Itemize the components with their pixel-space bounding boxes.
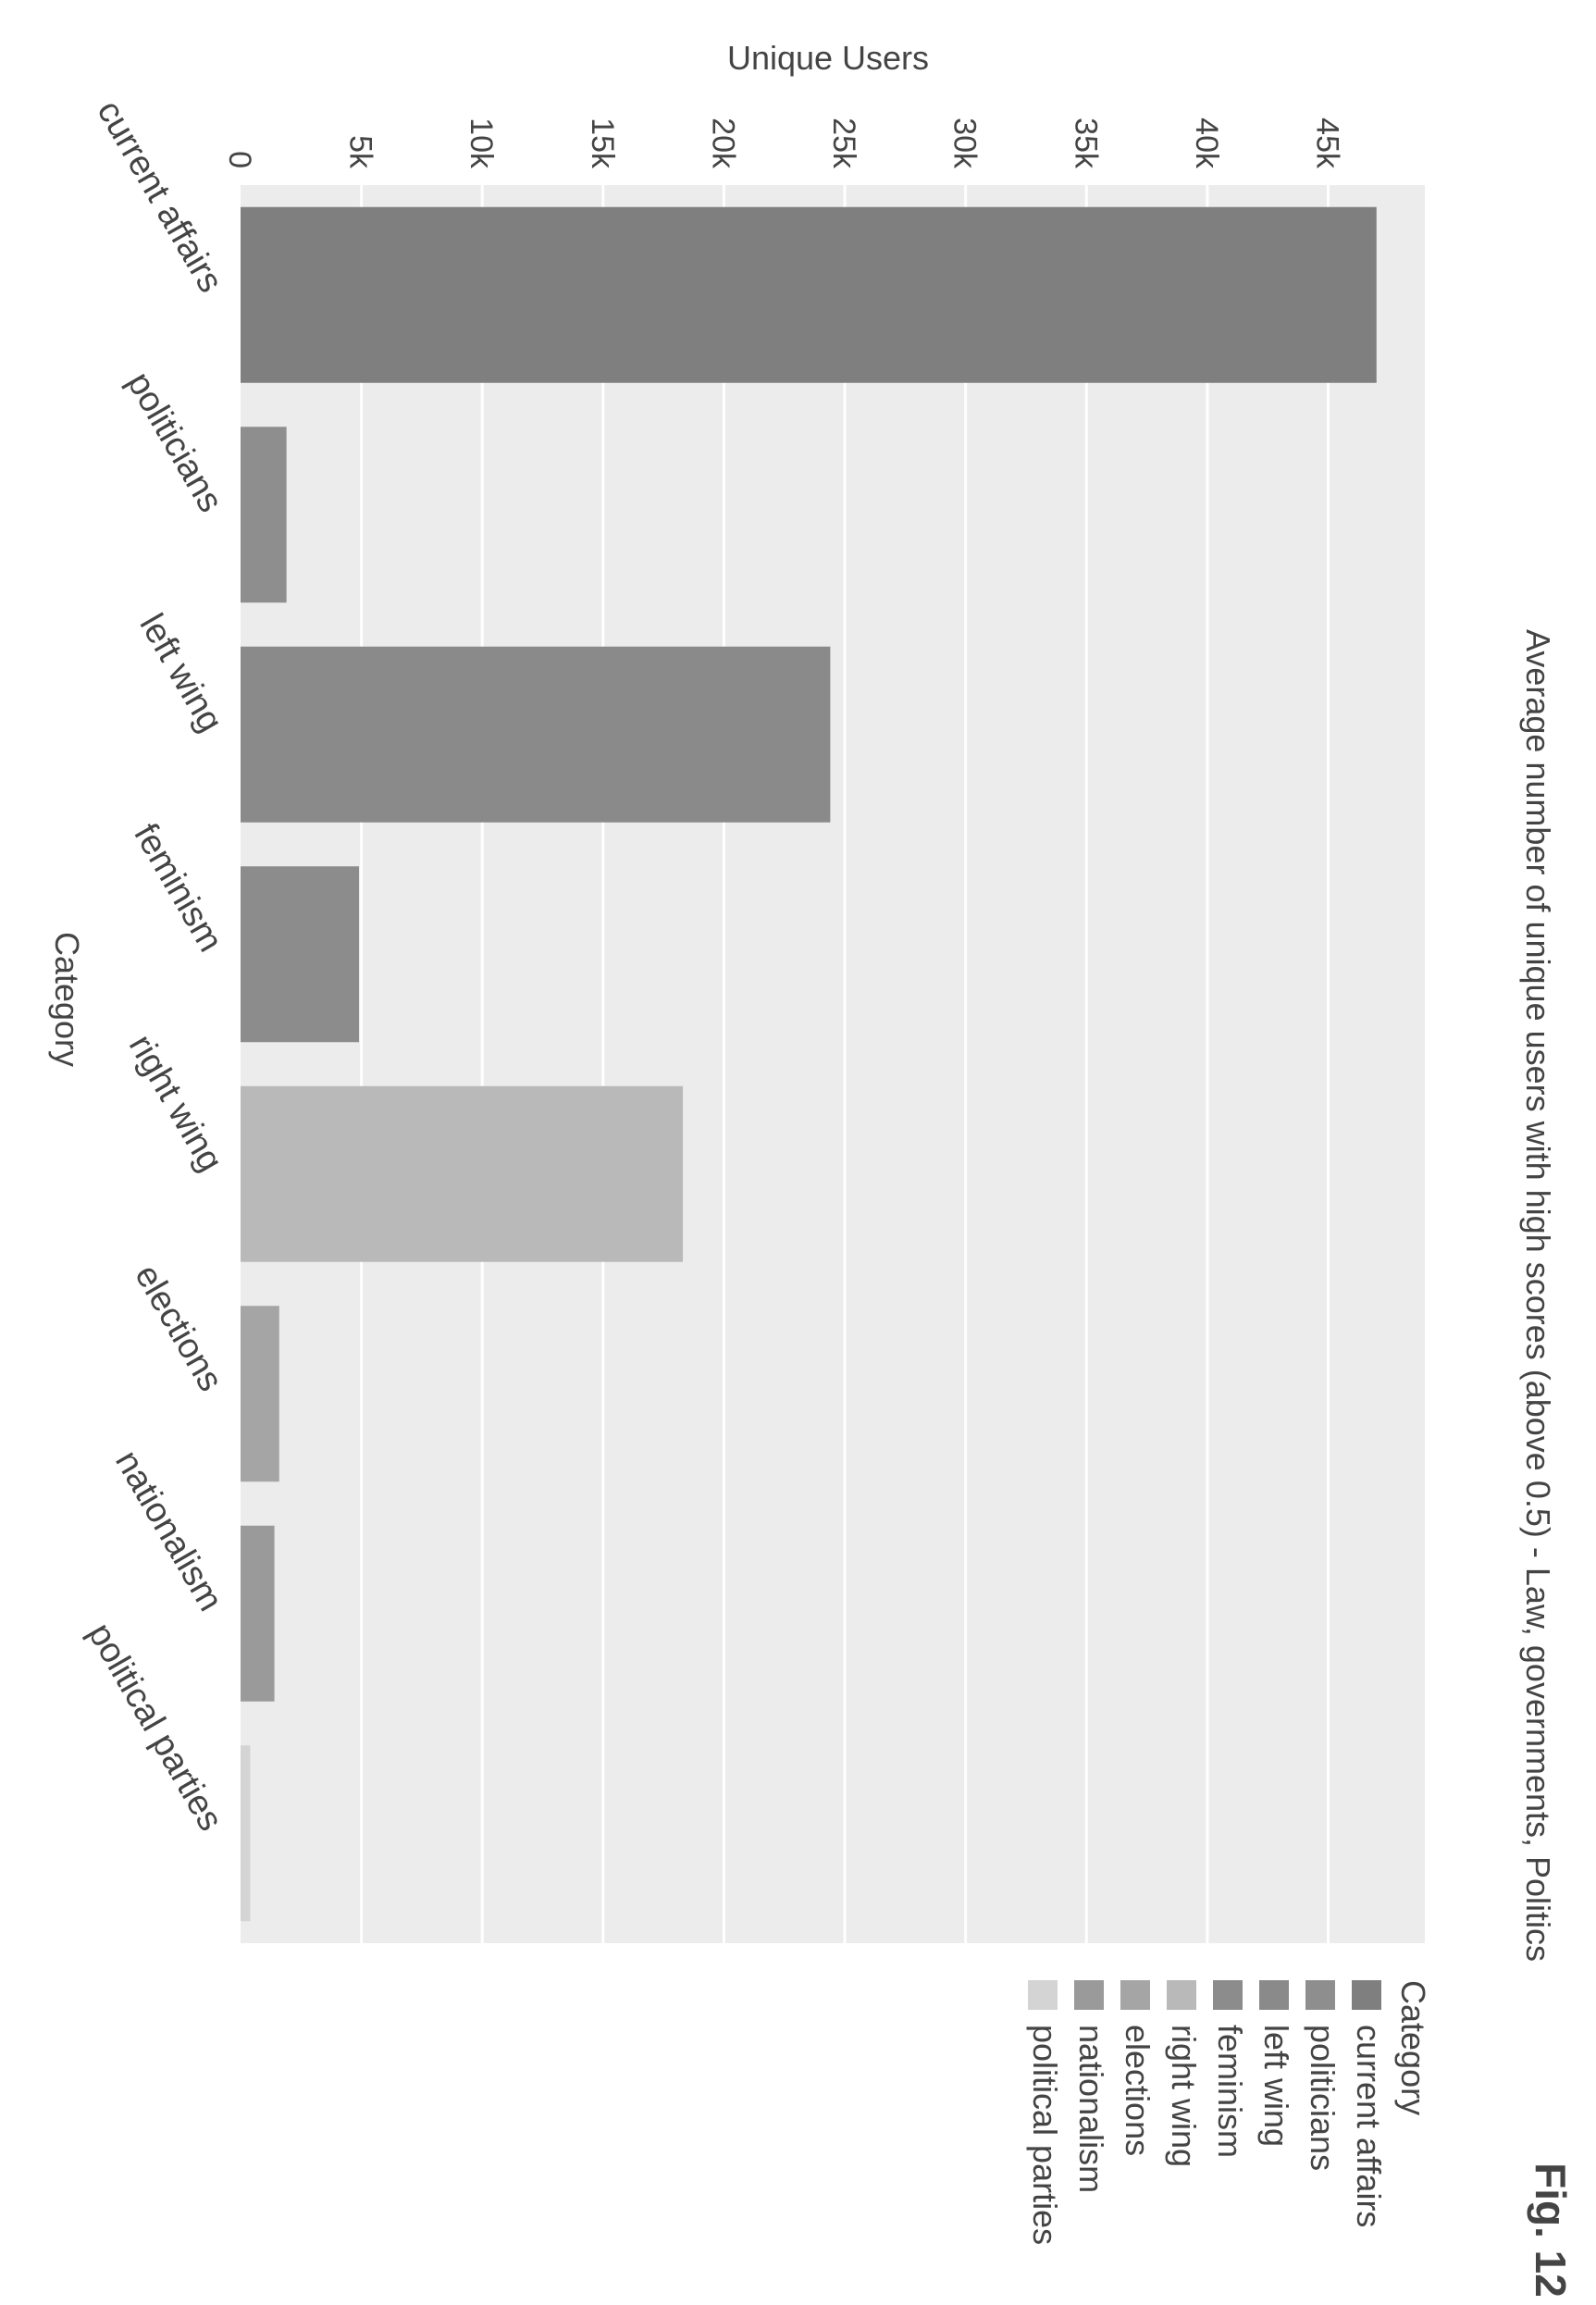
y-tick-label: 0 xyxy=(222,151,257,168)
y-tick-label: 40k xyxy=(1189,118,1224,169)
x-tick-label: politicians xyxy=(119,366,230,519)
bar-politicians xyxy=(241,427,287,603)
legend-label: elections xyxy=(1119,2025,1157,2156)
legend-swatch xyxy=(1120,1980,1150,2010)
y-tick-label: 15k xyxy=(585,118,620,169)
figure-label: Fig. 12 xyxy=(1527,2162,1575,2298)
gridlines xyxy=(360,185,1330,1943)
legend-label: nationalism xyxy=(1072,2025,1110,2193)
x-tick-label: right wing xyxy=(121,1028,230,1178)
legend-label: left wing xyxy=(1257,2025,1295,2147)
y-tick-label: 5k xyxy=(343,135,378,169)
y-tick-label: 45k xyxy=(1310,118,1345,169)
legend: Category current affairspoliticiansleft … xyxy=(1026,1980,1432,2245)
x-axis-label: Category xyxy=(48,932,86,1067)
y-axis-ticks: 0 5k 10k 15k 20k 25k 30k 35k 40k 45k xyxy=(222,118,1345,169)
rotated-chart: 0 5k 10k 15k 20k 25k 30k 35k 40k 45k current affa… xyxy=(48,39,1557,2245)
legend-swatch xyxy=(1028,1980,1058,2010)
y-axis-label: Unique Users xyxy=(727,39,929,77)
legend-label: politicians xyxy=(1304,2025,1342,2171)
legend-label: political parties xyxy=(1026,2025,1064,2245)
legend-swatch xyxy=(1305,1980,1335,2010)
bar-right-wing xyxy=(241,1085,684,1262)
legend-swatch xyxy=(1074,1980,1104,2010)
legend-swatch xyxy=(1259,1980,1289,2010)
bar-elections xyxy=(240,1306,279,1482)
y-tick-label: 20k xyxy=(705,118,740,169)
legend-title: Category xyxy=(1394,1980,1432,2115)
legend-swatch xyxy=(1352,1980,1381,2010)
legend-swatch xyxy=(1213,1980,1243,2010)
y-tick-label: 10k xyxy=(464,118,499,169)
chart-title: Average number of unique users with high… xyxy=(1519,629,1557,1962)
plot-area xyxy=(241,185,1425,1943)
legend-label: right wing xyxy=(1165,2025,1203,2167)
legend-label: feminism xyxy=(1211,2025,1249,2158)
bar-feminism xyxy=(241,866,359,1043)
bar-political-parties xyxy=(240,1745,251,1922)
x-tick-label: nationalism xyxy=(107,1444,229,1617)
y-tick-label: 35k xyxy=(1068,118,1103,169)
legend-label: current affairs xyxy=(1350,2025,1388,2227)
bars xyxy=(240,206,1377,1922)
x-axis-ticks: current affairs politicians left wing femin… xyxy=(80,94,230,1838)
x-tick-label: left wing xyxy=(132,608,230,739)
y-tick-label: 30k xyxy=(947,118,983,169)
bar-nationalism xyxy=(240,1525,275,1702)
y-tick-label: 25k xyxy=(826,118,861,169)
bar-current-affairs xyxy=(240,206,1377,383)
x-tick-label: elections xyxy=(127,1258,229,1398)
x-tick-label: political parties xyxy=(80,1617,230,1838)
legend-swatch xyxy=(1167,1980,1196,2010)
x-tick-label: current affairs xyxy=(89,94,229,300)
bar-left-wing xyxy=(241,646,831,823)
x-tick-label: feminism xyxy=(126,817,229,959)
